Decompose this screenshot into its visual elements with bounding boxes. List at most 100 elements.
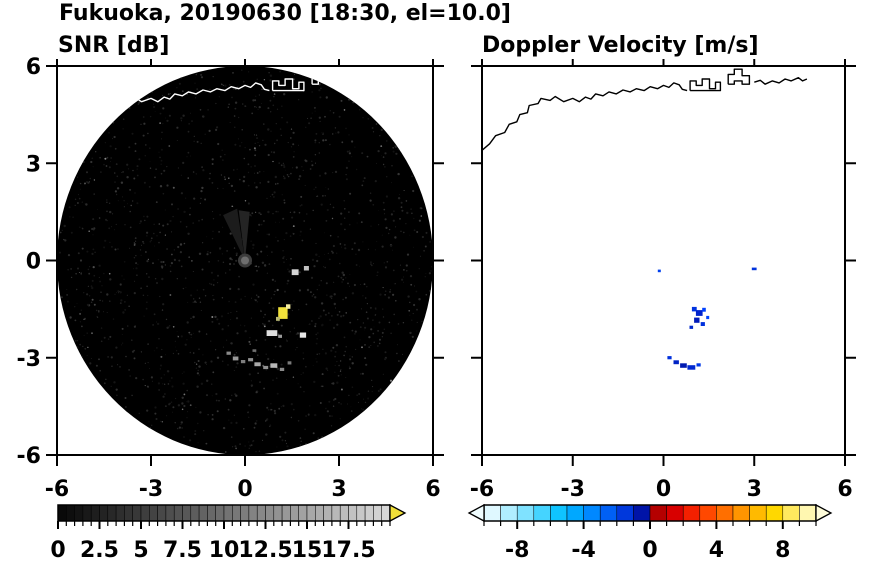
speckle-dot xyxy=(247,163,250,166)
speckle-dot xyxy=(234,393,236,395)
speckle-dot xyxy=(121,196,123,198)
speckle-dot xyxy=(263,387,265,390)
beam-streak xyxy=(223,208,245,261)
speckle-dot xyxy=(181,90,184,93)
speckle-dot xyxy=(70,268,72,270)
speckle-dot-bright xyxy=(172,326,175,328)
speckle-dot xyxy=(369,199,372,202)
speckle-dot xyxy=(397,323,400,325)
colorbar-segment xyxy=(256,504,266,522)
speckle-dot xyxy=(381,155,382,157)
speckle-dot-bright xyxy=(135,255,137,257)
speckle-dot xyxy=(313,106,316,109)
speckle-dot xyxy=(111,213,114,215)
speckle-dot xyxy=(201,218,203,221)
speckle-dot xyxy=(149,115,152,118)
speckle-dot xyxy=(324,115,326,118)
speckle-dot xyxy=(192,271,194,272)
speckle-dot-bright xyxy=(420,215,423,217)
speckle-dot xyxy=(254,182,256,184)
speckle-dot xyxy=(180,76,183,79)
speckle-dot xyxy=(106,219,108,222)
speckle-dot xyxy=(159,156,161,158)
speckle-dot xyxy=(83,161,85,163)
speckle-dot xyxy=(424,245,427,248)
speckle-dot xyxy=(249,148,251,151)
speckle-dot xyxy=(79,321,81,323)
speckle-dot xyxy=(384,351,387,354)
speckle-dot xyxy=(351,292,355,295)
speckle-dot xyxy=(190,294,193,297)
speckle-dot xyxy=(383,208,386,211)
speckle-dot xyxy=(147,343,149,345)
speckle-dot xyxy=(273,151,276,154)
speckle-dot xyxy=(255,351,257,353)
speckle-dot xyxy=(340,212,343,215)
speckle-dot xyxy=(247,411,249,413)
speckle-dot xyxy=(327,369,329,371)
speckle-dot xyxy=(275,123,277,125)
speckle-dot xyxy=(153,350,155,352)
speckle-dot xyxy=(348,98,351,101)
speckle-dot xyxy=(232,206,234,208)
speckle-dot xyxy=(244,147,246,149)
speckle-dot xyxy=(411,212,413,215)
speckle-dot xyxy=(211,414,214,416)
speckle-dot xyxy=(134,237,137,240)
speckle-dot xyxy=(102,300,104,302)
speckle-dot xyxy=(314,325,317,328)
speckle-dot xyxy=(187,151,190,154)
speckle-dot xyxy=(192,352,195,354)
speckle-dot xyxy=(327,252,329,254)
speckle-dot xyxy=(215,128,218,131)
speckle-dot xyxy=(133,357,136,360)
speckle-dot xyxy=(113,381,116,384)
speckle-dot xyxy=(364,344,366,346)
speckle-dot xyxy=(159,112,162,115)
speckle-dot xyxy=(196,88,199,90)
speckle-dot xyxy=(260,103,262,104)
speckle-dot xyxy=(334,397,337,401)
speckle-dot xyxy=(334,170,338,174)
speckle-dot xyxy=(281,105,283,107)
speckle-dot xyxy=(248,447,250,449)
speckle-dot xyxy=(338,402,340,404)
colorbar-segment xyxy=(616,504,634,522)
speckle-dot xyxy=(336,381,339,384)
speckle-dot xyxy=(138,412,140,414)
speckle-dot-bright xyxy=(177,336,179,338)
speckle-dot xyxy=(363,398,364,400)
echo-blob xyxy=(287,361,292,365)
speckle-dot xyxy=(154,245,156,247)
speckle-dot xyxy=(221,297,224,299)
speckle-dot xyxy=(169,380,171,382)
speckle-dot xyxy=(335,132,337,134)
speckle-dot xyxy=(135,377,138,380)
speckle-dot xyxy=(200,190,203,193)
speckle-dot xyxy=(189,333,191,335)
speckle-dot xyxy=(277,240,279,242)
speckle-dot xyxy=(197,360,200,362)
speckle-dot xyxy=(256,294,258,296)
speckle-dot xyxy=(162,107,165,110)
speckle-dot xyxy=(259,145,261,147)
speckle-dot xyxy=(146,231,149,234)
speckle-dot xyxy=(357,401,359,403)
speckle-dot xyxy=(86,171,88,174)
speckle-dot xyxy=(187,400,190,403)
speckle-dot xyxy=(80,309,83,311)
speckle-dot xyxy=(219,155,222,158)
speckle-dot xyxy=(267,128,270,131)
speckle-dot xyxy=(326,410,329,413)
speckle-dot xyxy=(156,282,158,284)
speckle-dot xyxy=(150,376,153,379)
speckle-dot xyxy=(166,326,169,329)
echo-blob xyxy=(226,351,231,355)
speckle-dot xyxy=(314,154,317,156)
speckle-dot xyxy=(425,231,428,234)
speckle-dot xyxy=(134,142,137,145)
speckle-dot xyxy=(140,351,142,353)
speckle-dot xyxy=(174,340,176,342)
speckle-dot xyxy=(133,177,136,180)
speckle-dot-bright xyxy=(164,383,166,385)
